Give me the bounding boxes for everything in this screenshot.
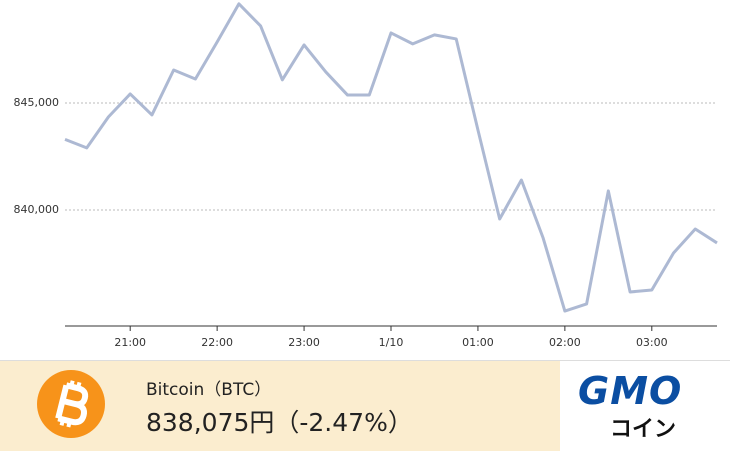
y-tick-label: 840,000 xyxy=(14,203,60,216)
x-tick-label: 22:00 xyxy=(201,336,233,349)
logo: GMO xyxy=(578,369,683,413)
price-line xyxy=(64,2,718,313)
logo-sub: コイン xyxy=(610,417,677,442)
x-tick-label: 21:00 xyxy=(114,336,146,349)
x-tick-label: 01:00 xyxy=(462,336,494,349)
coin-panel: Bitcoin（BTC） 838,075円（-2.47%） xyxy=(0,361,560,451)
x-tick-label: 23:00 xyxy=(288,336,320,349)
x-tick-label: 02:00 xyxy=(549,336,581,349)
chart: 840,000 845,000 21:00 22:00 23:00 1/10 01:00 02… xyxy=(14,2,718,349)
y-tick-label: 845,000 xyxy=(14,96,60,109)
x-tick-label: 1/10 xyxy=(379,336,404,349)
x-tick-label: 03:00 xyxy=(636,336,668,349)
footer: Bitcoin（BTC） 838,075円（-2.47%） GMO コイン xyxy=(0,360,730,451)
bitcoin-icon xyxy=(37,370,105,438)
coin-price: 838,075円（-2.47%） xyxy=(146,408,413,437)
coin-name: Bitcoin（BTC） xyxy=(146,380,272,400)
